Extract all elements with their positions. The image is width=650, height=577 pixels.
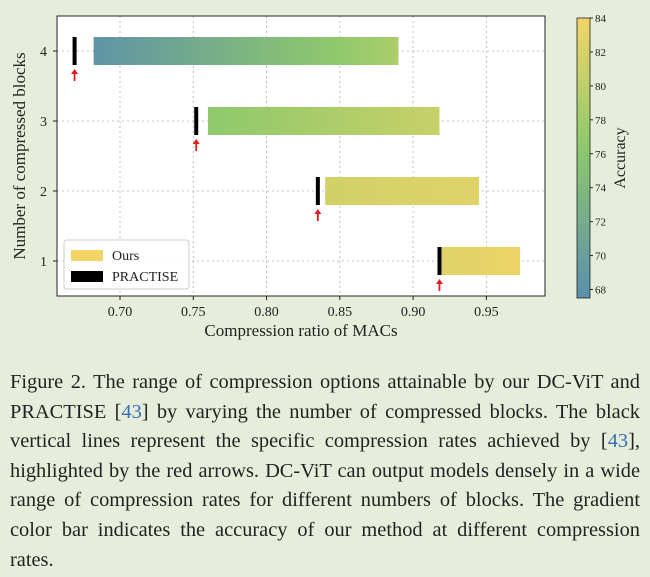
colorbar-tick-label: 84 (595, 13, 607, 25)
y-tick-label: 1 (40, 255, 47, 270)
red-arrow-head (314, 209, 322, 214)
ours-bar-blocks-3 (207, 107, 440, 135)
x-ticks: 0.70 0.75 0.80 0.85 0.90 0.95 (108, 296, 499, 320)
y-tick-label: 3 (40, 115, 47, 130)
colorbar-ticks: 68 70 72 74 76 78 80 82 84 (590, 13, 607, 297)
legend: Ours PRACTISE (63, 239, 190, 290)
caption-text-1: Figure 2. The range of compression optio… (10, 371, 640, 423)
colorbar-tick-label: 82 (595, 47, 606, 59)
colorbar-tick-label: 80 (595, 81, 607, 93)
x-axis-label: Compression ratio of MACs (204, 321, 397, 340)
accuracy-colorbar: 68 70 72 74 76 78 80 82 84 Accuracy (576, 13, 629, 299)
legend-practise-swatch (71, 271, 103, 282)
caption-text-3: ], highlighted by the red arrows. DC-ViT… (10, 430, 640, 571)
x-tick-label: 0.85 (328, 305, 353, 320)
colorbar-tick-label: 76 (595, 149, 607, 161)
red-arrows (71, 69, 443, 291)
practise-line-blocks-2 (315, 177, 320, 205)
x-tick-label: 0.90 (401, 305, 426, 320)
ours-bars (93, 37, 521, 275)
figure-caption: Figure 2. The range of compression optio… (10, 368, 640, 575)
practise-lines (72, 37, 442, 275)
x-tick-label: 0.95 (474, 305, 499, 320)
caption-text-2: ] by varying the number of compressed bl… (10, 400, 640, 453)
colorbar-tick-label: 70 (595, 251, 607, 263)
x-tick-label: 0.75 (181, 305, 206, 320)
red-arrow-head (435, 279, 443, 284)
x-tick-label: 0.70 (108, 305, 133, 320)
colorbar-tick-label: 68 (595, 285, 607, 297)
practise-line-blocks-1 (437, 247, 442, 275)
colorbar-label: Accuracy (612, 127, 629, 188)
plot-frame (56, 15, 546, 297)
caption-ref-2: 43 (607, 430, 629, 453)
practise-line-blocks-4 (72, 37, 77, 65)
colorbar-tick-label: 74 (595, 183, 607, 195)
colorbar-tick-label: 78 (595, 115, 607, 127)
legend-practise-label: PRACTISE (112, 270, 178, 285)
red-arrow-head (192, 139, 200, 144)
legend-ours-swatch (71, 250, 103, 261)
compression-range-chart: 0.70 0.75 0.80 0.85 0.90 0.95 1 2 3 4 Compressio… (10, 13, 629, 340)
y-axis-label: Number of compressed blocks (10, 52, 29, 259)
caption-ref-1: 43 (121, 400, 142, 423)
ours-bar-blocks-4 (93, 37, 399, 65)
colorbar-tick-label: 72 (595, 217, 606, 229)
x-tick-label: 0.80 (254, 305, 279, 320)
colorbar-gradient (576, 17, 591, 299)
ours-bar-blocks-1 (440, 247, 521, 275)
practise-line-blocks-3 (194, 107, 199, 135)
y-ticks: 1 2 3 4 (40, 45, 57, 270)
red-arrow-head (71, 69, 79, 74)
ours-bar-blocks-2 (325, 177, 480, 205)
legend-ours-label: Ours (112, 249, 139, 264)
y-tick-label: 2 (40, 185, 47, 200)
y-tick-label: 4 (40, 45, 47, 60)
